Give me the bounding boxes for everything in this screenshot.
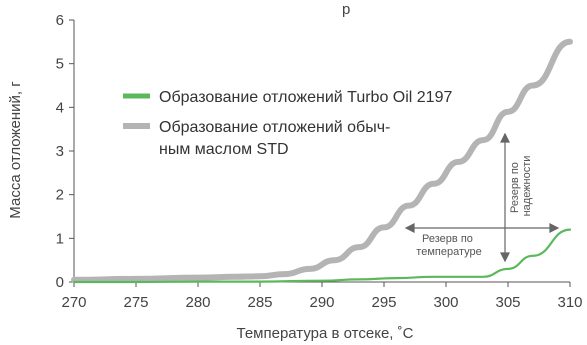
x-tick-label: 290 — [309, 294, 334, 311]
legend-label-turbo-oil: Образование отложений Turbo Oil 2197 — [159, 89, 452, 106]
y-tick-label: 4 — [56, 99, 64, 116]
y-tick-label: 5 — [56, 56, 64, 73]
x-tick-label: 280 — [185, 294, 210, 311]
x-tick-label: 305 — [495, 294, 520, 311]
reserve-arrows — [404, 132, 560, 263]
series-line-turbo-oil — [72, 228, 572, 284]
y-tick-label: 0 — [56, 274, 64, 291]
x-tick-label: 300 — [433, 294, 458, 311]
y-tick-label: 6 — [56, 12, 64, 29]
arrowhead-right — [549, 223, 560, 233]
y-tick-label: 1 — [56, 230, 64, 247]
x-tick-label: 275 — [123, 294, 148, 311]
reliability-reserve-label: Резерв по надежности — [509, 156, 533, 217]
x-tick-label: 285 — [247, 294, 272, 311]
y-tick-labels: 0 1 2 3 4 5 6 — [56, 12, 74, 291]
arrowhead-up — [500, 132, 510, 143]
y-axis-title: Масса отложений, г — [7, 81, 24, 219]
x-tick-label: 295 — [371, 294, 396, 311]
legend-label-std-oil: Образование отложений обыч- ным маслом S… — [159, 119, 395, 158]
arrowhead-down — [500, 252, 510, 263]
series-layer — [71, 38, 573, 284]
legend: Образование отложений Turbo Oil 2197 Обр… — [123, 89, 452, 158]
y-tick-label: 2 — [56, 187, 64, 204]
x-tick-labels: 270 275 280 285 290 295 300 305 310 — [61, 282, 583, 311]
x-axis-title: Температура в отсеке, ˚С — [237, 325, 414, 342]
series-line-std-oil — [71, 38, 573, 283]
arrowhead-left — [404, 223, 415, 233]
x-tick-label: 270 — [61, 294, 86, 311]
x-tick-label: 310 — [557, 294, 582, 311]
chart-title-fragment: р — [342, 1, 350, 18]
temperature-reserve-label: Резерв по температуре — [416, 233, 481, 258]
y-tick-label: 3 — [56, 143, 64, 160]
